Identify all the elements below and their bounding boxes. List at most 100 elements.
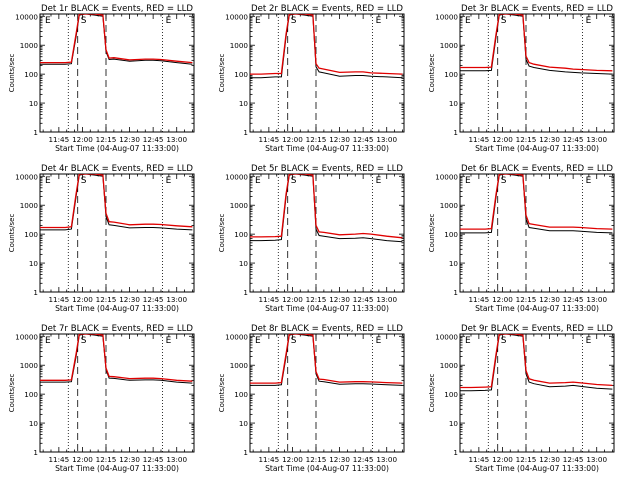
y-tick-label: 100 <box>24 390 38 399</box>
x-tick-label: 12:00 <box>492 455 513 464</box>
annotation-label: E <box>465 336 471 346</box>
x-tick-label: 12:45 <box>563 135 584 144</box>
y-tick-label: 10000 <box>225 332 248 341</box>
y-axis-label: Counts/sec <box>8 374 16 413</box>
plot-frame <box>39 173 195 293</box>
chart-panel-6: Det 6r BLACK = Events, RED = LLD 1 10 100 10… <box>428 164 615 313</box>
y-axis-label: Counts/sec <box>218 374 226 413</box>
x-axis-label: Start Time (04-Aug-07 11:33:00) <box>475 144 599 153</box>
y-tick-label: 10000 <box>225 12 248 21</box>
x-tick-label: 11:45 <box>48 135 69 144</box>
x-tick-label: 13:00 <box>376 455 397 464</box>
x-tick-label: 12:45 <box>143 295 164 304</box>
chart-title: Det 7r BLACK = Events, RED = LLD <box>41 324 193 334</box>
annotation-label: E <box>166 16 172 26</box>
chart-title: Det 6r BLACK = Events, RED = LLD <box>461 164 613 174</box>
annotation-label: E <box>376 176 382 186</box>
y-tick-label: 1 <box>243 128 248 137</box>
plot-frame <box>39 13 195 133</box>
x-tick-label: 12:30 <box>539 295 560 304</box>
y-tick-label: 100 <box>444 230 458 239</box>
y-tick-label: 1000 <box>440 201 459 210</box>
y-tick-label: 1000 <box>440 361 459 370</box>
y-tick-label: 10 <box>29 259 39 268</box>
annotation-label: E <box>465 176 471 186</box>
x-tick-label: 11:45 <box>48 295 69 304</box>
plot-frame <box>459 13 615 133</box>
x-tick-label: 13:00 <box>166 295 187 304</box>
y-axis-label: Counts/sec <box>428 374 436 413</box>
series-line-lld <box>40 174 193 229</box>
y-axis-label: Counts/sec <box>218 214 226 253</box>
x-axis-label: Start Time (04-Aug-07 11:33:00) <box>475 464 599 473</box>
annotation-label: E <box>376 336 382 346</box>
x-tick-label: 12:00 <box>72 135 93 144</box>
y-tick-label: 1000 <box>20 361 39 370</box>
x-tick-label: 12:15 <box>96 135 117 144</box>
x-tick-label: 12:00 <box>72 295 93 304</box>
y-tick-label: 1 <box>453 288 458 297</box>
x-tick-label: 13:00 <box>376 295 397 304</box>
y-tick-label: 1 <box>453 128 458 137</box>
y-tick-label: 1 <box>453 448 458 457</box>
y-tick-label: 10000 <box>15 12 38 21</box>
x-tick-label: 13:00 <box>586 295 607 304</box>
x-tick-label: 12:00 <box>282 455 303 464</box>
x-tick-label: 11:45 <box>258 295 279 304</box>
x-axis-label: Start Time (04-Aug-07 11:33:00) <box>265 144 389 153</box>
annotation-label: S <box>291 336 297 346</box>
y-tick-label: 10 <box>239 99 249 108</box>
chart-panel-1: Det 1r BLACK = Events, RED = LLD 1 10 100 10… <box>8 4 195 153</box>
annotation-label: S <box>81 176 87 186</box>
series-lines <box>250 334 403 386</box>
y-tick-label: 10000 <box>225 172 248 181</box>
y-tick-label: 100 <box>444 390 458 399</box>
x-tick-label: 12:15 <box>516 135 537 144</box>
annotation-label: S <box>291 176 297 186</box>
y-axis-label: Counts/sec <box>428 54 436 93</box>
y-tick-label: 10000 <box>15 172 38 181</box>
plot-frame <box>459 333 615 453</box>
series-line-lld <box>250 174 403 239</box>
y-tick-label: 100 <box>24 70 38 79</box>
series-line-lld <box>40 14 193 64</box>
x-tick-label: 12:15 <box>516 295 537 304</box>
annotation-label: E <box>586 336 592 346</box>
y-tick-label: 100 <box>24 230 38 239</box>
series-line-lld <box>40 334 193 382</box>
x-tick-label: 13:00 <box>586 135 607 144</box>
y-tick-label: 100 <box>234 230 248 239</box>
chart-title: Det 3r BLACK = Events, RED = LLD <box>461 4 613 14</box>
x-tick-label: 12:45 <box>353 135 374 144</box>
x-tick-label: 12:15 <box>96 295 117 304</box>
annotation-label: E <box>255 336 261 346</box>
annotation-label: E <box>255 176 261 186</box>
y-tick-label: 10000 <box>435 12 458 21</box>
x-tick-label: 12:45 <box>143 455 164 464</box>
y-axis-label: Counts/sec <box>218 54 226 93</box>
annotation-label: S <box>501 176 507 186</box>
chart-panel-3: Det 3r BLACK = Events, RED = LLD 1 10 100 10… <box>428 4 615 153</box>
y-tick-label: 10 <box>29 99 39 108</box>
x-tick-label: 12:15 <box>516 455 537 464</box>
y-axis-label: Counts/sec <box>8 214 16 253</box>
annotation-label: E <box>166 336 172 346</box>
annotation-label: S <box>291 16 297 26</box>
x-axis-label: Start Time (04-Aug-07 11:33:00) <box>55 144 179 153</box>
x-tick-label: 12:00 <box>282 295 303 304</box>
chart-title: Det 5r BLACK = Events, RED = LLD <box>251 164 403 174</box>
x-tick-label: 12:45 <box>353 455 374 464</box>
x-tick-label: 13:00 <box>586 455 607 464</box>
annotation-label: E <box>45 16 51 26</box>
y-tick-label: 10 <box>239 259 249 268</box>
y-tick-label: 100 <box>234 390 248 399</box>
x-tick-label: 13:00 <box>166 455 187 464</box>
annotation-label: S <box>81 16 87 26</box>
annotation-label: E <box>586 16 592 26</box>
y-tick-label: 1 <box>33 288 38 297</box>
chart-title: Det 2r BLACK = Events, RED = LLD <box>251 4 403 14</box>
x-axis-label: Start Time (04-Aug-07 11:33:00) <box>265 464 389 473</box>
x-tick-label: 12:15 <box>306 135 327 144</box>
x-tick-label: 12:00 <box>492 295 513 304</box>
